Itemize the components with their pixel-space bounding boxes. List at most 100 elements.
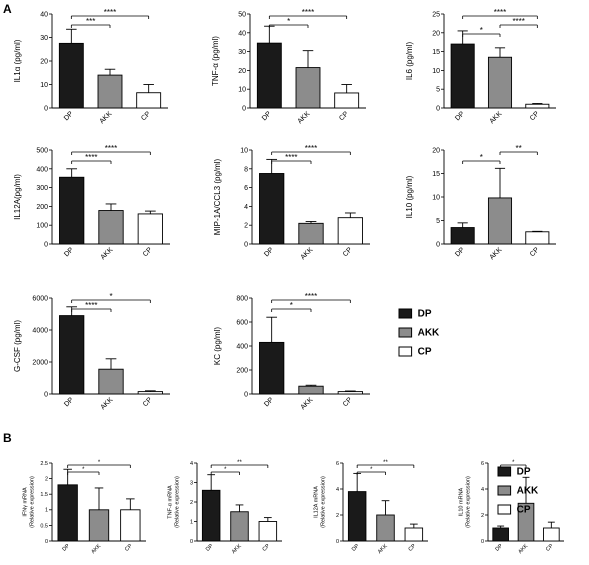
bar-cp [120,509,141,542]
significance-label: * [480,153,483,162]
bar-akk [230,511,249,542]
bar-akk [298,385,324,395]
x-tick-label-akk: AKK [100,396,115,411]
y-tick-label: 10 [40,82,48,89]
y-tick-label: 25 [432,11,440,18]
significance-label: * [480,26,483,35]
y-axis-label: (Relative expression) [466,476,472,528]
x-tick-label-cp: CP [342,396,354,408]
x-tick-label-dp: DP [454,246,466,258]
bar-akk [98,368,124,395]
y-tick-label: 10 [238,87,246,94]
y-tick-label: 200 [236,367,248,374]
x-tick-label-dp: DP [205,543,215,553]
x-tick-label-dp: DP [63,396,75,408]
y-axis-label: KC (pg/ml) [213,327,222,366]
y-tick-label: 300 [36,185,48,192]
y-tick-label: 0 [242,105,246,112]
y-tick-label: 30 [40,35,48,42]
x-tick-label-dp: DP [263,246,275,258]
significance-label: **** [85,301,97,310]
significance-label: **** [494,8,506,17]
significance-label: * [290,301,293,310]
bar-cp [137,391,163,395]
y-tick-label: 0 [481,539,484,545]
legend-swatch-dp [497,466,512,477]
x-tick-label-cp: CP [545,543,555,553]
chart-9: 0 0.5 1 1.5 2 2.5 IFNγ mRNA (Relative expressio… [23,460,146,555]
bar-dp [450,43,475,109]
significance-label: * [82,467,85,473]
y-axis-label: (Relative expression) [30,476,36,528]
x-tick-label-cp: CP [529,246,541,258]
y-tick-label: 4 [336,487,339,493]
y-tick-label: 4 [190,461,193,467]
significance-label: **** [104,8,116,17]
x-tick-label-akk: AKK [297,110,312,125]
y-axis-label: IL10 (pg/ml) [405,175,414,218]
bar-cp [334,92,360,109]
y-tick-label: 500 [36,147,48,154]
y-tick-label: 2000 [32,359,48,366]
y-tick-label: 50 [238,11,246,18]
significance-label: **** [285,153,297,162]
y-tick-label: 6 [244,185,248,192]
y-tick-label: 400 [36,166,48,173]
y-tick-label: 800 [236,295,248,302]
significance-label: *** [86,17,95,26]
y-tick-label: 0 [436,241,440,248]
y-axis-label: TNF-α (pg/ml) [211,36,220,86]
significance-label: **** [85,153,97,162]
y-tick-label: 20 [432,30,440,37]
bar-cp [404,527,424,542]
bar-dp [59,176,85,245]
x-tick-label-akk: AKK [489,110,504,125]
legend-label-akk: AKK [418,328,440,339]
bar-dp [347,491,367,542]
bar-akk [98,210,124,245]
x-tick-label-dp: DP [63,246,75,258]
x-tick-label-cp: CP [408,543,418,553]
legend-swatch-akk [497,485,512,496]
y-tick-label: 1 [190,519,193,525]
bar-cp [137,213,163,245]
significance-label: ** [237,460,242,466]
x-tick-label-akk: AKK [100,246,115,261]
legend-label-akk: AKK [517,486,539,497]
x-tick-label-dp: DP [263,396,275,408]
y-tick-label: 3 [190,480,193,486]
y-tick-label: 0 [244,241,248,248]
significance-label: **** [302,8,314,17]
bar-akk [487,56,513,109]
y-tick-label: 0 [336,539,339,545]
y-tick-label: 30 [238,49,246,56]
x-tick-label-dp: DP [351,543,361,553]
significance-label: * [287,17,290,26]
legend-swatch-cp [497,504,512,515]
x-tick-label-cp: CP [342,246,354,258]
x-tick-label-cp: CP [262,543,272,553]
x-tick-label-dp: DP [494,543,504,553]
y-tick-label: 600 [236,319,248,326]
y-tick-label: 6 [481,461,484,467]
legend-label-dp: DP [517,467,531,478]
x-tick-label-cp: CP [142,246,154,258]
chart-5: 0 2 4 6 8 10 MIP-1A/CCL3 (pg/ml) DP AKK CP **** ***… [213,144,370,261]
y-axis-label: IL1α (pg/ml) [13,39,22,82]
legend-label-cp: CP [418,347,432,358]
x-tick-label-akk: AKK [377,543,389,555]
y-tick-label: 20 [238,68,246,75]
bar-cp [525,231,550,245]
y-tick-label: 0 [244,391,248,398]
y-tick-label: 2 [45,477,48,483]
y-tick-label: 4 [244,204,248,211]
bar-akk [88,509,110,542]
y-tick-label: 20 [40,58,48,65]
bar-cp [337,391,363,395]
bar-akk [487,197,513,245]
y-tick-label: 0 [44,391,48,398]
